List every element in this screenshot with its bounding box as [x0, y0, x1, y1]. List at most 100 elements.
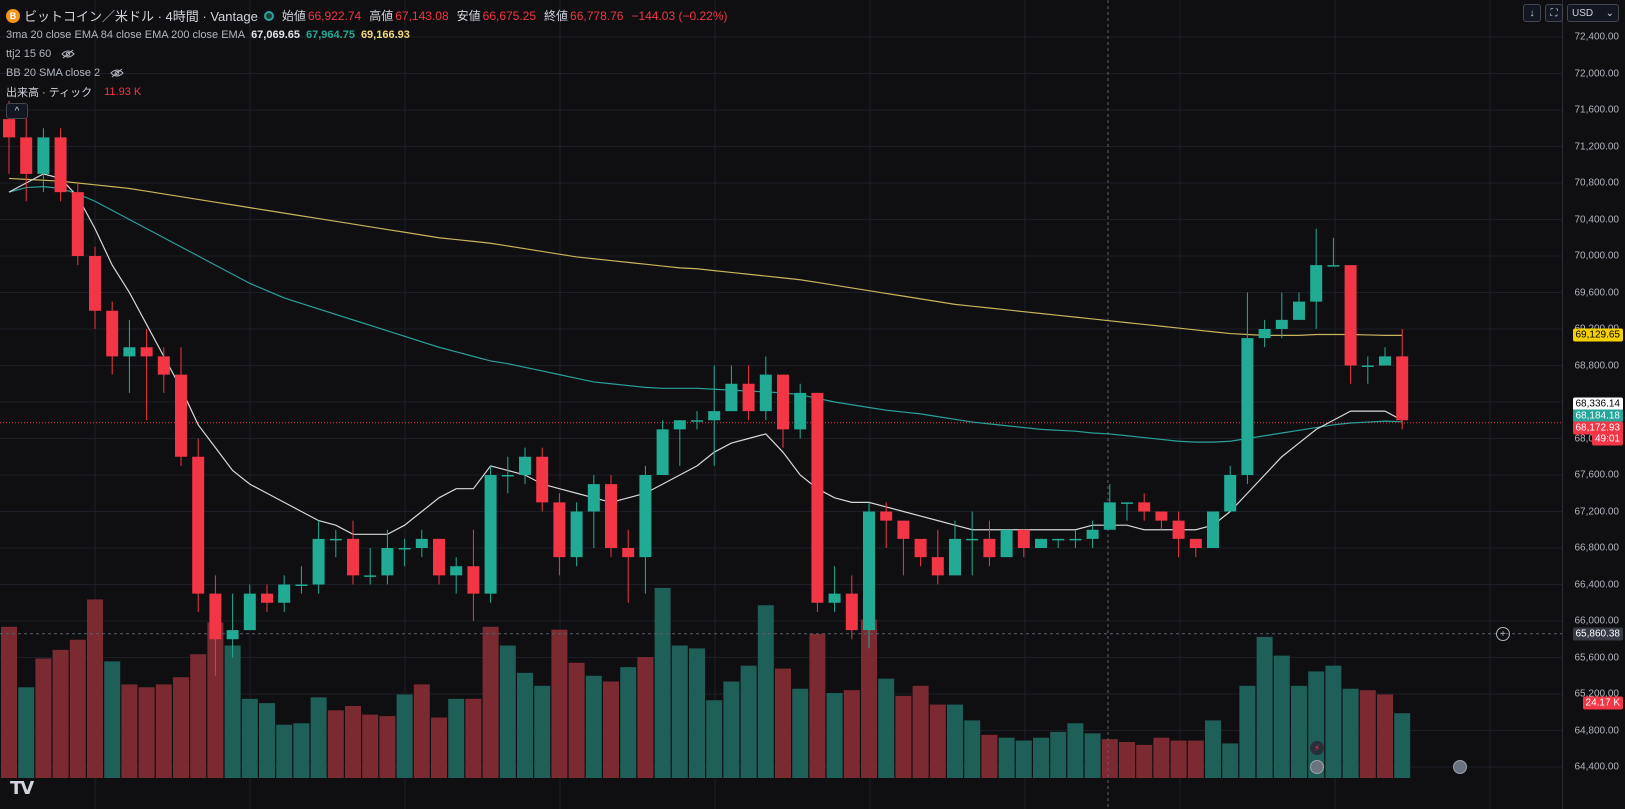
volume-bar: [1205, 720, 1221, 778]
plot-area[interactable]: [0, 0, 1562, 809]
candle-body: [1000, 529, 1013, 558]
ema84-price-tag: 68,184.18: [1572, 409, 1623, 423]
candle-body: [1189, 538, 1202, 548]
fullscreen-icon[interactable]: ⛶: [1545, 4, 1563, 22]
ma-value-1: 67,069.65: [251, 28, 300, 41]
volume-bar: [792, 688, 809, 778]
top-right-controls: ↓ ⛶ USD ⌄: [1523, 4, 1619, 22]
volume-bar: [1, 626, 17, 778]
volume-bar: [396, 694, 413, 778]
candle-body: [1138, 502, 1151, 512]
price-axis-label: 70,000.00: [1574, 250, 1620, 262]
candle-body: [89, 256, 101, 311]
candle-body: [71, 192, 84, 256]
candle-body: [175, 374, 187, 457]
volume-bar: [104, 661, 121, 778]
volume-bar: [929, 704, 946, 778]
candle-body: [794, 392, 807, 430]
lightning-icon[interactable]: ⚡: [1310, 741, 1324, 755]
us-flag-icon[interactable]: [1453, 760, 1467, 774]
change-value: −144.03 (−0.22%): [631, 8, 728, 23]
eye-hidden-icon[interactable]: [110, 68, 124, 78]
price-axis-label: 71,600.00: [1574, 104, 1620, 116]
price-axis-label: 65,600.00: [1574, 652, 1620, 663]
collapse-legend-button[interactable]: ^: [6, 103, 28, 119]
candle-body: [1241, 338, 1254, 475]
add-alert-plus-icon[interactable]: +: [1496, 627, 1510, 641]
volume-bar: [1187, 740, 1204, 778]
volume-bar: [826, 693, 843, 778]
candle-body: [1344, 265, 1357, 366]
candle-body: [828, 593, 841, 603]
volume-bar: [947, 704, 963, 778]
download-icon[interactable]: ↓: [1523, 4, 1541, 22]
volume-bar: [499, 645, 516, 778]
volume-bar: [551, 629, 568, 778]
volume-bar: [723, 681, 740, 778]
price-axis-label: 67,600.00: [1574, 469, 1620, 481]
candle-countdown-tag: 49:01: [1591, 432, 1623, 446]
candle-body: [863, 511, 875, 631]
ttj-indicator-row[interactable]: ttj2 15 60: [6, 44, 736, 63]
bb-indicator-name[interactable]: BB 20 SMA close 2: [6, 66, 101, 79]
volume-bar: [998, 737, 1015, 778]
us-flag-icon[interactable]: [1310, 760, 1324, 774]
high-label: 高値: [369, 9, 394, 23]
candle-body: [1379, 356, 1391, 366]
candle-body: [37, 137, 50, 174]
candle-body: [467, 566, 480, 594]
low-value: 66,675.25: [482, 8, 537, 23]
candle-body: [381, 548, 394, 576]
candle-body: [1172, 520, 1185, 539]
volume-bar: [1256, 636, 1273, 778]
ema20-line: [8, 173, 1403, 535]
candle-body: [1207, 511, 1219, 548]
bb-indicator-row[interactable]: BB 20 SMA close 2: [6, 63, 736, 82]
candle-body: [587, 484, 600, 512]
candle-body: [484, 475, 497, 594]
ma-indicator-row[interactable]: 3ma 20 close EMA 84 close EMA 200 close …: [6, 25, 736, 44]
volume-bar: [620, 667, 637, 778]
symbol-title[interactable]: ビットコイン／米ドル · 4時間 · Vantage: [24, 9, 258, 24]
volume-bar: [654, 587, 671, 778]
volume-bar: [1119, 742, 1135, 778]
volume-bar: [637, 657, 654, 778]
candle-body: [329, 538, 342, 541]
open-label: 始値: [281, 9, 306, 23]
candle-body: [914, 538, 927, 558]
candle-body: [1017, 529, 1030, 548]
candle-body: [725, 383, 738, 412]
price-axis-label: 68,800.00: [1574, 360, 1620, 371]
volume-bar: [706, 700, 723, 778]
price-axis-label: 71,200.00: [1574, 141, 1620, 152]
eye-hidden-icon[interactable]: [61, 49, 75, 59]
volume-bar: [878, 678, 895, 778]
volume-bar: [603, 681, 619, 778]
volume-bar: [259, 703, 275, 778]
candle-body: [1224, 475, 1237, 512]
ttj-indicator-name[interactable]: ttj2 15 60: [6, 47, 52, 60]
candle-body: [1103, 502, 1116, 530]
price-axis[interactable]: 72,400.00 72,000.00 71,600.00 71,200.00 70,8…: [1562, 0, 1625, 809]
high-value: 67,143.08: [395, 8, 449, 23]
volume-indicator-name[interactable]: 出来高 · ティック: [6, 86, 93, 99]
volume-bar: [568, 662, 585, 778]
volume-bar: [757, 605, 774, 778]
candle-body: [949, 538, 961, 576]
candle-body: [983, 538, 996, 558]
volume-bar: [1101, 739, 1118, 778]
volume-bar: [448, 698, 465, 778]
candle-body: [759, 374, 772, 412]
volume-bar: [155, 684, 172, 778]
volume-indicator-row[interactable]: 出来高 · ティック 11.93 K: [6, 82, 736, 101]
volume-bar: [241, 698, 258, 778]
candle-body: [1361, 365, 1374, 367]
ma-indicator-name[interactable]: 3ma 20 close EMA 84 close EMA 200 close …: [6, 28, 246, 41]
tradingview-logo-icon[interactable]: TV: [10, 778, 34, 799]
candle-body: [811, 392, 824, 603]
currency-select[interactable]: USD ⌄: [1567, 4, 1619, 22]
candle-body: [845, 593, 858, 631]
candle-body: [1121, 502, 1133, 504]
price-chart-svg[interactable]: [0, 0, 1562, 809]
